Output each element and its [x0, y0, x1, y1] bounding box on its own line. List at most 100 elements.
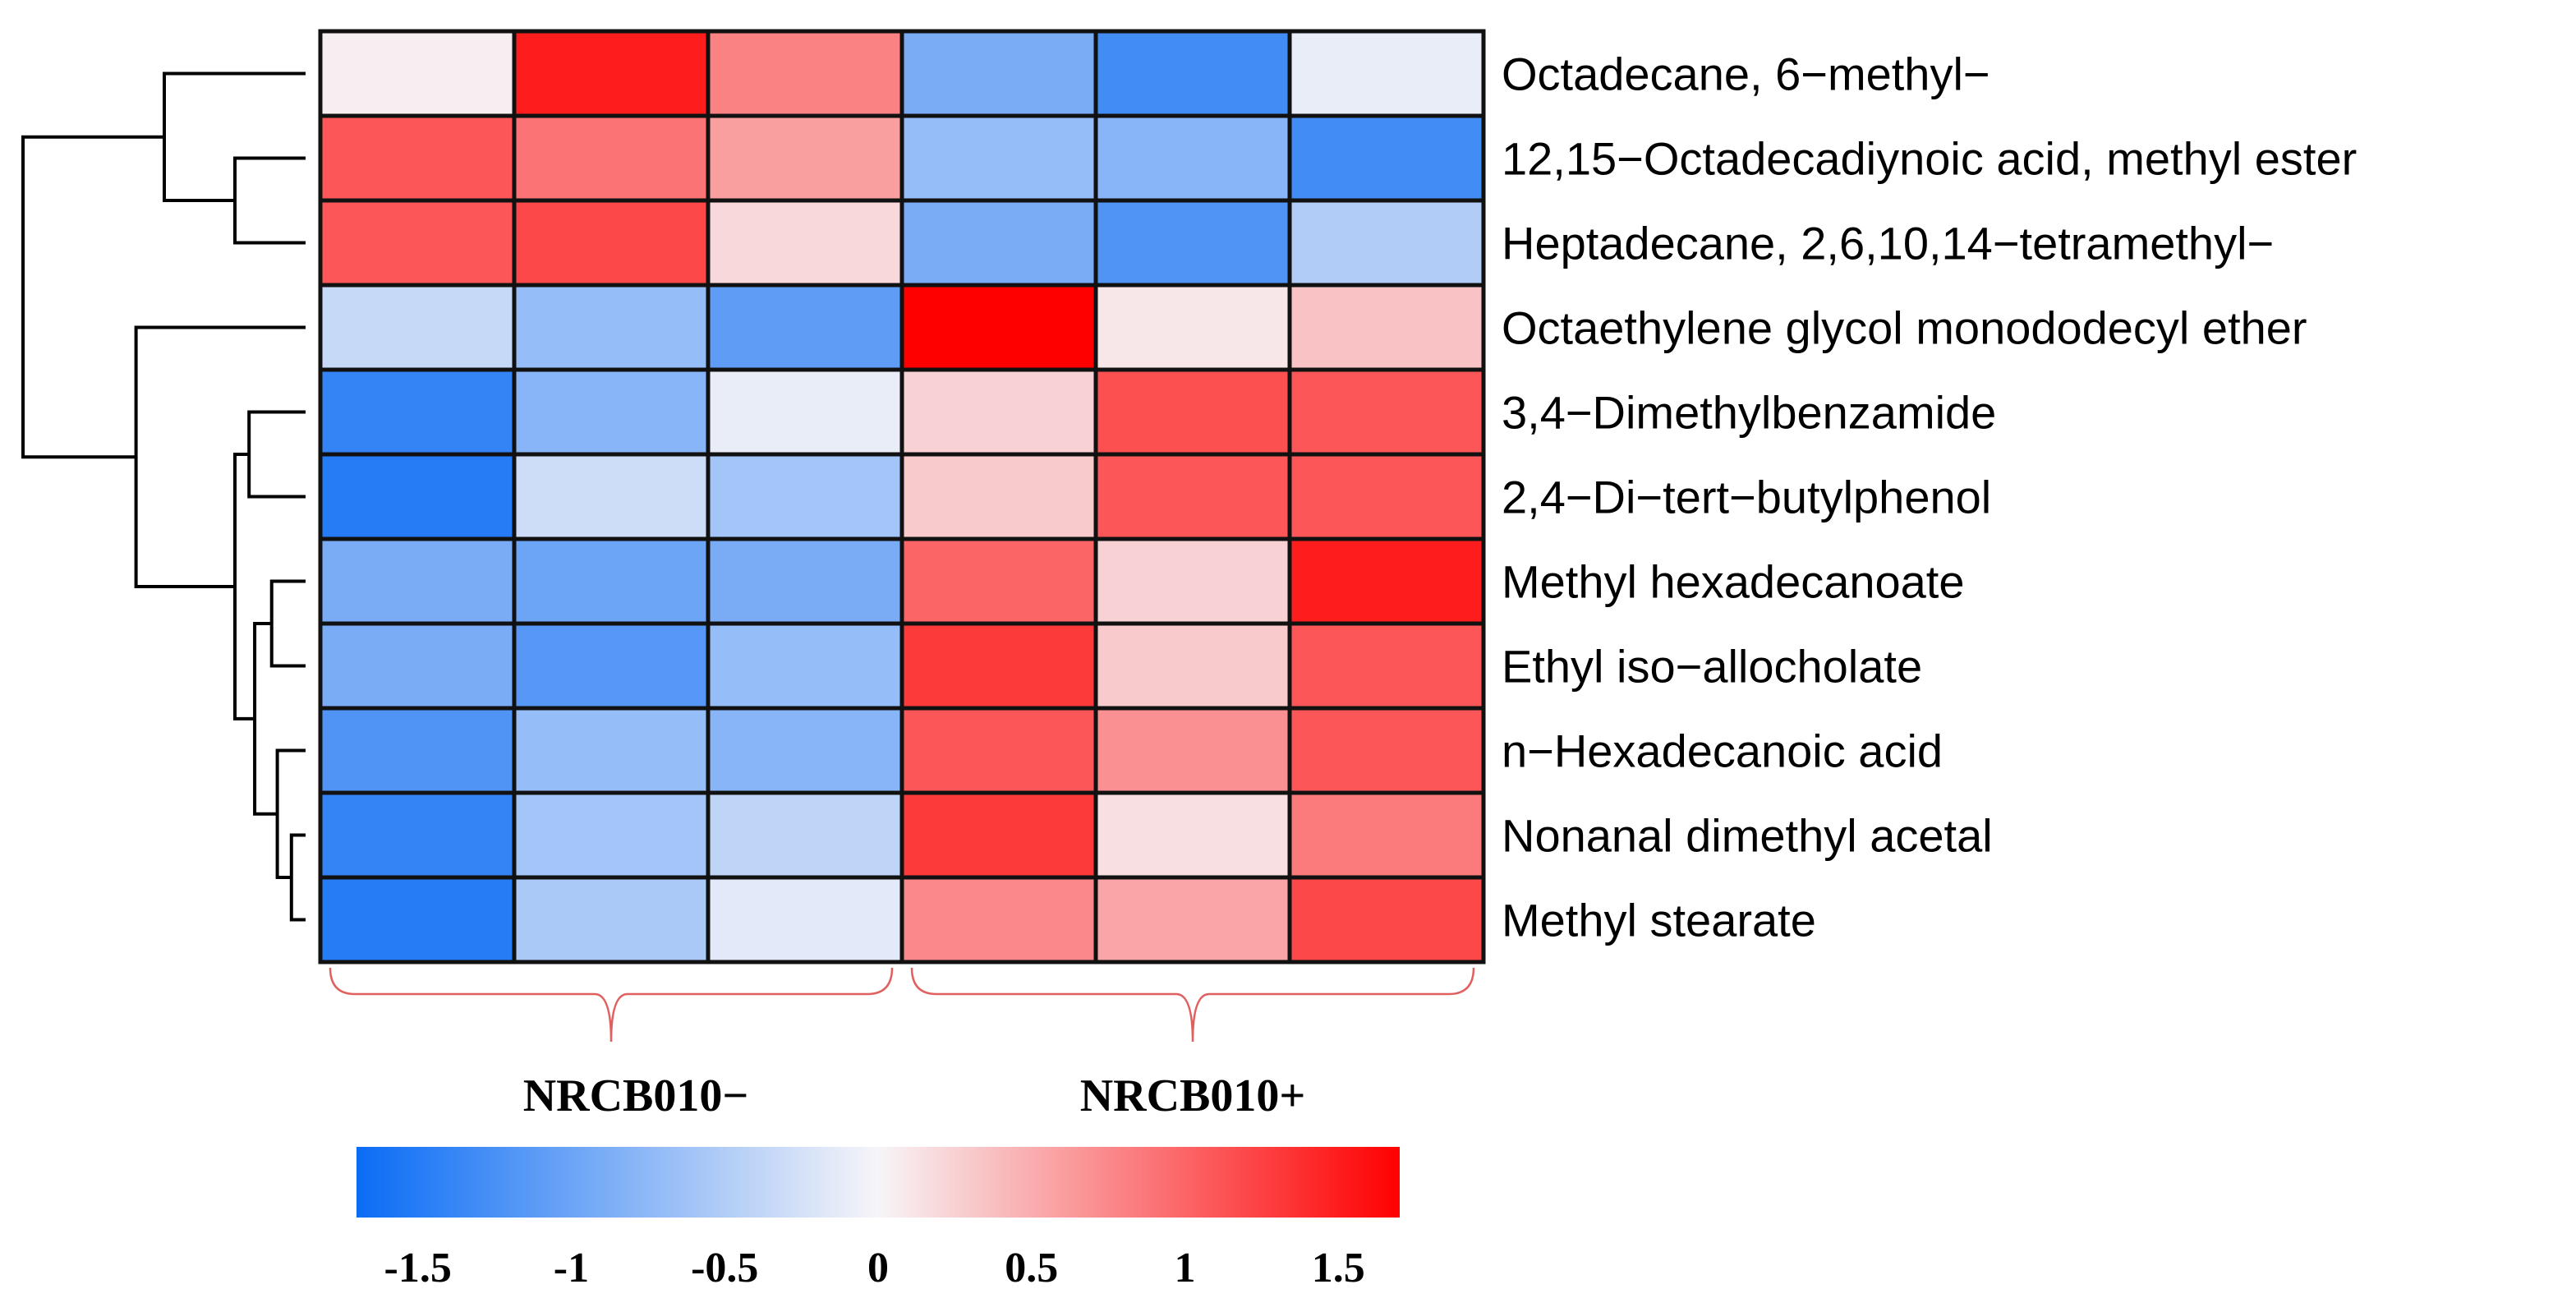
heatmap-cell	[1287, 706, 1486, 795]
row-label: n−Hexadecanoic acid	[1502, 725, 1943, 777]
heatmap-cell	[706, 875, 904, 964]
heatmap-cell	[318, 536, 517, 626]
colorbar	[356, 1147, 1400, 1218]
heatmap-cell	[1093, 367, 1292, 457]
heatmap-cell	[1093, 283, 1292, 372]
heatmap-cell	[706, 706, 904, 795]
heatmap-cell	[706, 113, 904, 203]
row-label: Ethyl iso−allocholate	[1502, 641, 1922, 693]
heatmap-cell	[1093, 706, 1292, 795]
colorbar-tick-label: 1.5	[1312, 1245, 1365, 1291]
heatmap-cell	[1287, 790, 1486, 880]
heatmap-cell	[706, 621, 904, 711]
heatmap-cell	[318, 283, 517, 372]
heatmap-cell	[706, 536, 904, 626]
dendrogram-branch	[134, 325, 306, 588]
heatmap-cell	[512, 536, 711, 626]
row-label: 12,15−Octadecadiynoic acid, methyl ester	[1502, 133, 2357, 185]
heatmap-cell	[512, 790, 711, 880]
colorbar-tick-label: 1	[1175, 1245, 1196, 1291]
heatmap-cell	[1093, 198, 1292, 288]
dendrogram-branch	[253, 622, 278, 816]
heatmap-cell	[1287, 621, 1486, 711]
heatmap-cell	[706, 198, 904, 288]
heatmap-cell	[318, 452, 517, 541]
heatmap-cell	[899, 367, 1098, 457]
heatmap-cell	[706, 790, 904, 880]
dendrogram-branch	[269, 579, 306, 668]
heatmap-cell	[512, 198, 711, 288]
heatmap-cells	[318, 29, 1486, 964]
heatmap-cell	[899, 283, 1098, 372]
heatmap-cell	[706, 367, 904, 457]
row-labels: Octadecane, 6−methyl− 12,15−Octadecadiyno…	[1502, 48, 2357, 946]
group-brace	[329, 967, 894, 1043]
heatmap-cell	[899, 198, 1098, 288]
color-legend: -1.5 -1 -0.5 0 0.5 1 1.5	[356, 1147, 1400, 1291]
heatmap-cell	[1287, 283, 1486, 372]
heatmap-cell	[899, 790, 1098, 880]
heatmap-cell	[512, 621, 711, 711]
heatmap-cell	[899, 536, 1098, 626]
heatmap-cell	[899, 875, 1098, 964]
heatmap-cell	[512, 29, 711, 118]
dendrogram-branch	[233, 156, 306, 245]
heatmap-cell	[1287, 875, 1486, 964]
heatmap-cell	[318, 198, 517, 288]
heatmap-cell	[318, 367, 517, 457]
heatmap-cell	[512, 875, 711, 964]
heatmap-cell	[512, 452, 711, 541]
row-label: 2,4−Di−tert−butylphenol	[1502, 472, 1991, 523]
heatmap-cell	[1287, 113, 1486, 203]
colorbar-tick-label: -0.5	[691, 1245, 758, 1291]
heatmap-cell	[706, 29, 904, 118]
heatmap-cell	[1093, 875, 1292, 964]
dendrogram-branch	[247, 410, 306, 499]
row-dendrogram	[21, 71, 306, 922]
heatmap-cell	[1093, 452, 1292, 541]
row-label: Nonanal dimethyl acetal	[1502, 810, 1993, 862]
heatmap-cell	[1287, 536, 1486, 626]
heatmap-cell	[899, 706, 1098, 795]
colorbar-tick-label: 0	[867, 1245, 889, 1291]
row-label: Octadecane, 6−methyl−	[1502, 48, 1990, 100]
heatmap-cell	[899, 452, 1098, 541]
heatmap-cell	[899, 113, 1098, 203]
dendrogram-branch	[21, 135, 164, 459]
dendrogram-branch	[233, 453, 255, 720]
row-label: Heptadecane, 2,6,10,14−tetramethyl−	[1502, 218, 2274, 269]
heatmap-cell	[318, 706, 517, 795]
heatmap-cell	[318, 790, 517, 880]
heatmap-cell	[318, 875, 517, 964]
dendrogram-branch	[289, 833, 306, 922]
heatmap-cell	[706, 452, 904, 541]
heatmap-cell	[1287, 198, 1486, 288]
group-label: NRCB010−	[523, 1070, 749, 1121]
colorbar-tick-label: 0.5	[1005, 1245, 1058, 1291]
heatmap-cell	[512, 283, 711, 372]
heatmap-cell	[318, 113, 517, 203]
heatmap-cell	[1093, 536, 1292, 626]
heatmap-cell	[318, 29, 517, 118]
row-label: Methyl hexadecanoate	[1502, 556, 1965, 608]
heatmap-cell	[1093, 790, 1292, 880]
column-groups: NRCB010− NRCB010+	[329, 967, 1475, 1121]
heatmap-cell	[1093, 113, 1292, 203]
heatmap-cell	[899, 29, 1098, 118]
colorbar-tick-label: -1.5	[384, 1245, 452, 1291]
colorbar-tick-label: -1	[554, 1245, 589, 1291]
heatmap-cell	[512, 367, 711, 457]
heatmap-cell	[512, 706, 711, 795]
group-label: NRCB010+	[1080, 1070, 1306, 1121]
heatmap-cell	[1287, 452, 1486, 541]
heatmap-cell	[512, 113, 711, 203]
heatmap-cell	[1093, 621, 1292, 711]
heatmap-cell	[1093, 29, 1292, 118]
heatmap-cell	[1287, 29, 1486, 118]
heatmap-cell	[706, 283, 904, 372]
group-brace	[910, 967, 1475, 1043]
heatmap-cell	[899, 621, 1098, 711]
row-label: 3,4−Dimethylbenzamide	[1502, 387, 1996, 439]
heatmap-cell	[318, 621, 517, 711]
